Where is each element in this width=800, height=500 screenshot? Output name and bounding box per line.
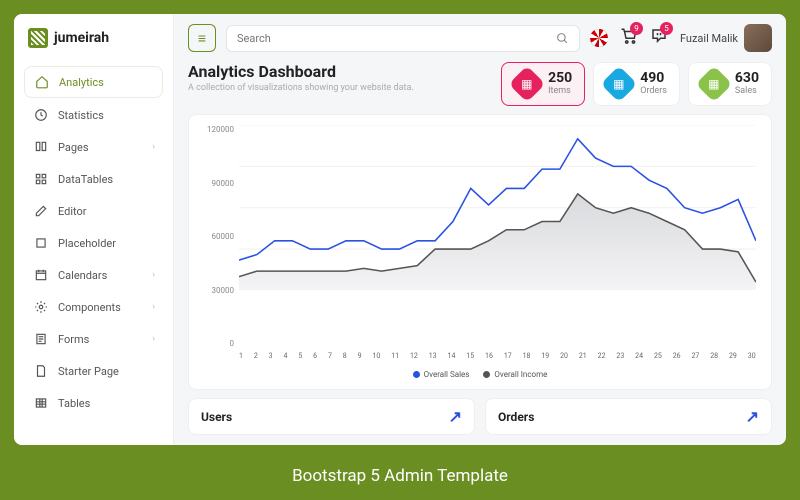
sidebar-item-pages[interactable]: Pages › [24,132,163,162]
sidebar: jumeirah Analytics Statistics Pages › DataTa… [14,14,174,445]
chart-card: 1200009000060000300000 12345678910111213… [188,114,772,390]
header-row: Analytics Dashboard A collection of visu… [188,62,772,106]
search-input[interactable] [237,32,556,45]
y-axis-labels: 1200009000060000300000 [199,125,234,348]
sidebar-item-datatables[interactable]: DataTables [24,164,163,194]
stat-icon: ▦ [601,66,638,103]
bottom-cards: Users ↗ Orders ↗ [188,398,772,435]
sidebar-item-label: Calendars [58,269,107,282]
sidebar-item-label: DataTables [58,173,113,186]
stat-icon: ▦ [509,66,546,103]
sidebar-item-starter-page[interactable]: Starter Page [24,356,163,386]
stat-label: Items [548,87,572,97]
cog-icon [34,300,48,314]
stats-row: ▦250Items▦490Orders▦630Sales [501,62,772,106]
stat-items[interactable]: ▦250Items [501,62,585,106]
stat-value: 250 [548,71,572,86]
grid-icon [34,172,48,186]
sidebar-item-label: Analytics [59,76,104,89]
card-users[interactable]: Users ↗ [188,398,475,435]
sidebar-item-tables[interactable]: Tables [24,388,163,418]
topbar-right: 9 5 Fuzail Malik [590,24,772,52]
home-icon [35,75,49,89]
arrow-icon: ↗ [746,407,759,426]
sidebar-item-placeholder[interactable]: Placeholder [24,228,163,258]
cart-badge: 9 [630,22,643,35]
search-box[interactable] [226,25,580,52]
logo[interactable]: jumeirah [14,14,173,62]
stat-label: Orders [640,87,667,97]
chevron-right-icon: › [152,334,155,344]
sidebar-item-calendars[interactable]: Calendars › [24,260,163,290]
card-title: Users [201,410,232,424]
menu-toggle-button[interactable]: ≡ [188,24,216,52]
user-name: Fuzail Malik [680,32,738,45]
chart-svg [239,125,756,290]
footer-text: Bootstrap 5 Admin Template [292,466,508,486]
avatar [744,24,772,52]
stat-value: 490 [640,71,667,86]
page-icon [34,364,48,378]
stat-sales[interactable]: ▦630Sales [688,62,772,106]
sidebar-item-label: Editor [58,205,87,218]
sidebar-item-statistics[interactable]: Statistics [24,100,163,130]
chevron-right-icon: › [152,142,155,152]
user-menu[interactable]: Fuzail Malik [680,24,772,52]
table-icon [34,396,48,410]
chevron-right-icon: › [152,302,155,312]
edit-icon [34,204,48,218]
title-block: Analytics Dashboard A collection of visu… [188,62,414,93]
content: Analytics Dashboard A collection of visu… [174,62,786,445]
chevron-right-icon: › [152,270,155,280]
book-icon [34,140,48,154]
page-title: Analytics Dashboard [188,62,414,81]
arrow-icon: ↗ [449,407,462,426]
logo-icon [28,28,48,48]
sidebar-item-forms[interactable]: Forms › [24,324,163,354]
notif-badge: 5 [660,22,673,35]
chart-legend: Overall Sales Overall Income [199,366,761,379]
search-icon [556,32,569,45]
sidebar-item-label: Placeholder [58,237,116,250]
stat-orders[interactable]: ▦490Orders [593,62,680,106]
chart-area: 1200009000060000300000 12345678910111213… [199,125,761,366]
clock-icon [34,108,48,122]
cart-button[interactable]: 9 [620,27,638,49]
sidebar-item-editor[interactable]: Editor [24,196,163,226]
sidebar-item-label: Components [58,301,121,314]
footer-banner: Bootstrap 5 Admin Template [0,452,800,500]
legend-item: Overall Sales [413,370,470,379]
sidebar-item-label: Tables [58,397,90,410]
stat-icon: ▦ [696,66,733,103]
box-icon [34,236,48,250]
sidebar-item-components[interactable]: Components › [24,292,163,322]
sidebar-item-label: Statistics [58,109,104,122]
page-subtitle: A collection of visualizations showing y… [188,83,414,93]
stat-label: Sales [735,87,759,97]
topbar: ≡ 9 5 Fuzail Malik [174,14,786,62]
notifications-button[interactable]: 5 [650,27,668,49]
card-title: Orders [498,410,534,424]
card-orders[interactable]: Orders ↗ [485,398,772,435]
form-icon [34,332,48,346]
main: ≡ 9 5 Fuzail Malik [174,14,786,445]
legend-item: Overall Income [483,370,547,379]
sidebar-item-label: Starter Page [58,365,119,378]
language-flag-icon[interactable] [590,29,608,47]
stat-value: 630 [735,71,759,86]
sidebar-item-label: Pages [58,141,89,154]
logo-text: jumeirah [54,30,109,46]
x-axis-labels: 1234567891011121314151617181920212223242… [239,352,756,366]
sidebar-item-label: Forms [58,333,89,346]
sidebar-item-analytics[interactable]: Analytics [24,66,163,98]
nav: Analytics Statistics Pages › DataTables Edito… [14,62,173,445]
cal-icon [34,268,48,282]
